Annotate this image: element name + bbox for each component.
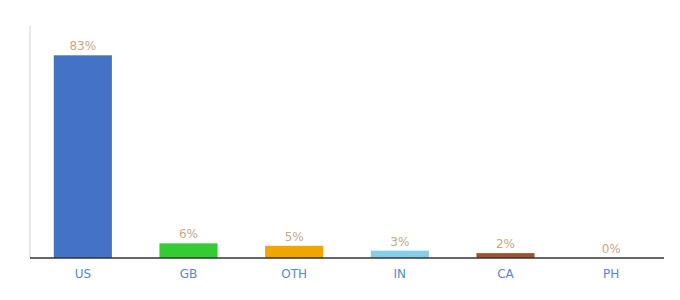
bar (54, 55, 112, 258)
x-tick-label: IN (394, 267, 407, 281)
x-axis-line (30, 257, 664, 259)
x-tick-label: PH (603, 267, 619, 281)
x-tick-label: US (75, 267, 91, 281)
bar (159, 243, 217, 258)
x-tick-label: OTH (281, 267, 307, 281)
bar (265, 246, 323, 258)
chart: US GB OTH IN CA PH 83% 6% 5% 3% 2% 0% (0, 0, 680, 300)
data-label: 5% (285, 230, 304, 244)
data-label: 6% (179, 227, 198, 241)
chart-container: US GB OTH IN CA PH 83% 6% 5% 3% 2% 0% (0, 0, 680, 300)
data-label: 0% (602, 242, 621, 256)
y-axis-line (30, 26, 31, 258)
data-label: 2% (496, 237, 515, 251)
x-tick-label: GB (180, 267, 198, 281)
x-tick-label: CA (497, 267, 514, 281)
bar (371, 251, 429, 258)
data-label: 83% (69, 39, 96, 53)
bars (54, 55, 535, 258)
data-label: 3% (390, 235, 409, 249)
